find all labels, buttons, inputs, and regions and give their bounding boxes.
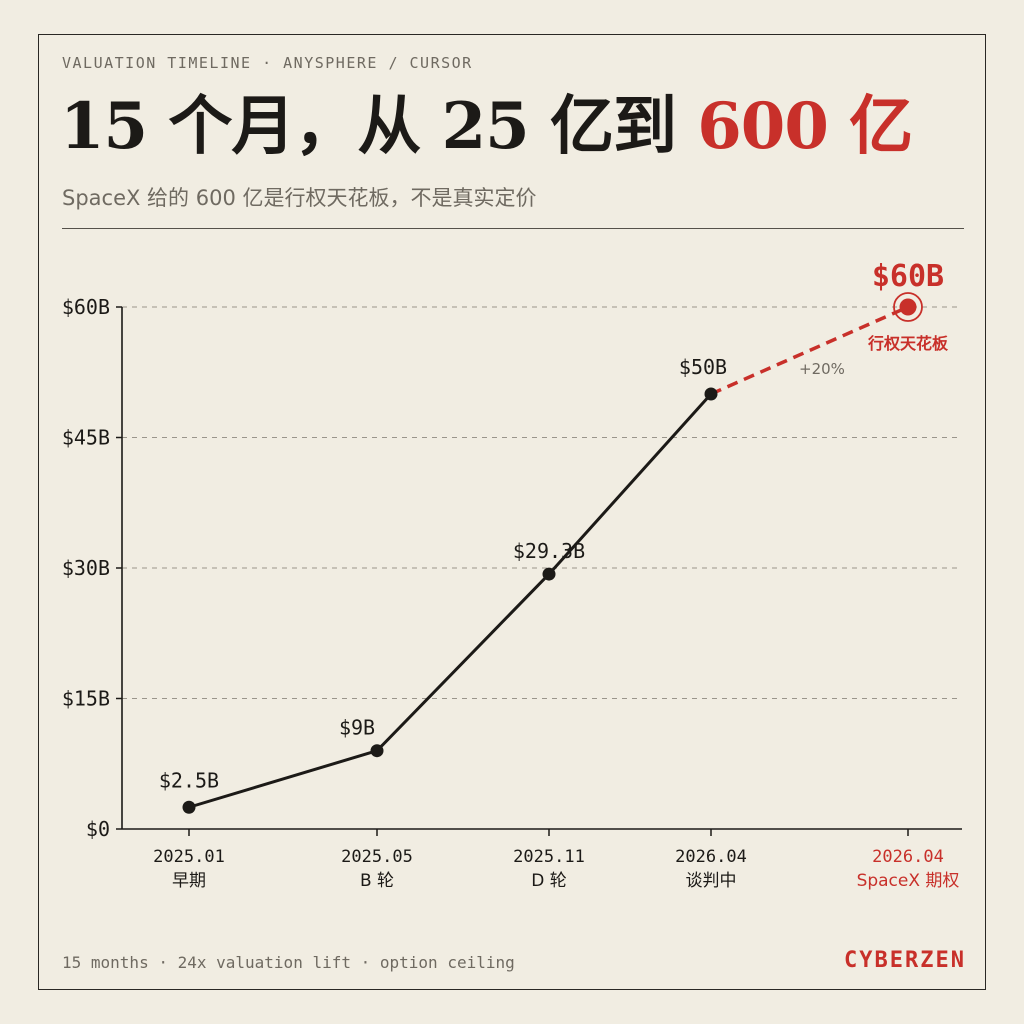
- headline: 15 个月，从 25 亿到 600 亿: [60, 84, 913, 170]
- y-tick-label: $30B: [62, 556, 110, 580]
- projection-point: [899, 298, 917, 316]
- x-tick-stage: 早期: [172, 871, 206, 891]
- projection-note: 行权天花板: [867, 334, 949, 353]
- projection-delta-label: +20%: [799, 360, 845, 378]
- x-tick-stage: B 轮: [360, 871, 394, 891]
- brand-logo: CYBERZEN: [844, 948, 966, 973]
- footer-note: 15 months · 24x valuation lift · option …: [62, 953, 515, 972]
- x-tick-date: 2026.04: [675, 847, 747, 867]
- y-tick-label: $60B: [62, 295, 110, 319]
- subtitle: SpaceX 给的 600 亿是行权天花板，不是真实定价: [62, 186, 537, 210]
- x-tick-date-projection: 2026.04: [872, 847, 944, 867]
- data-point: [704, 387, 718, 401]
- x-tick-stage-projection: SpaceX 期权: [857, 871, 960, 891]
- projection-target-ring: [893, 292, 923, 322]
- kicker-text: VALUATION TIMELINE · ANYSPHERE / CURSOR: [62, 54, 473, 72]
- data-label: $50B: [679, 355, 727, 379]
- card-frame: [38, 34, 986, 990]
- headline-accent: 600 亿: [697, 89, 913, 164]
- data-point: [370, 744, 384, 758]
- y-tick-label: $15B: [62, 687, 110, 711]
- data-point: [182, 800, 196, 814]
- y-tick-label: $45B: [62, 426, 110, 450]
- projection-value-label: $60B: [872, 259, 944, 294]
- x-tick-date: 2025.01: [153, 847, 225, 867]
- data-label: $9B: [339, 716, 375, 740]
- x-tick-date: 2025.11: [513, 847, 585, 867]
- data-label: $29.3B: [513, 539, 585, 563]
- x-tick-stage: D 轮: [531, 871, 567, 891]
- data-point: [542, 567, 556, 581]
- valuation-series-line: [188, 392, 713, 809]
- x-tick-stage: 谈判中: [686, 871, 737, 891]
- x-tick-date: 2025.05: [341, 847, 413, 867]
- headline-main: 15 个月，从 25 亿到: [60, 89, 698, 164]
- data-label: $2.5B: [159, 768, 219, 792]
- header-divider: [62, 228, 964, 229]
- y-tick-label: $0: [86, 817, 110, 841]
